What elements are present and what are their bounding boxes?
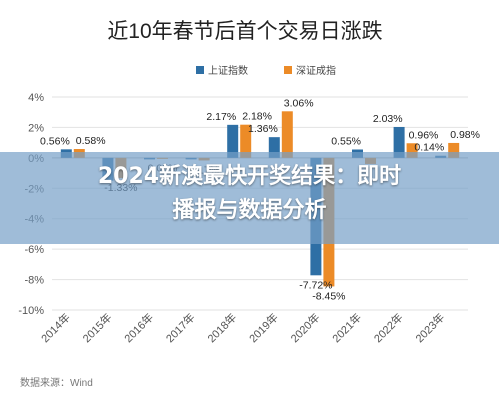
bar-shanghai xyxy=(393,126,405,158)
bar-shenzhen xyxy=(281,111,293,158)
x-tick-label: 2020年 xyxy=(288,310,323,345)
y-tick-label: 2% xyxy=(28,122,44,134)
y-tick-label: -6% xyxy=(24,244,44,256)
overlay-banner xyxy=(0,152,499,244)
data-label: 3.06% xyxy=(284,97,314,109)
bar-shenzhen xyxy=(448,142,460,158)
data-label: 0.58% xyxy=(76,135,106,147)
y-tick-label: -10% xyxy=(18,305,44,317)
data-label: 2.03% xyxy=(373,113,403,125)
data-label: 1.36% xyxy=(248,123,278,135)
y-tick-label: 4% xyxy=(28,92,44,104)
data-label: -8.45% xyxy=(312,290,345,302)
bar-shenzhen xyxy=(406,143,418,158)
banner-line-2: 播报与数据分析 xyxy=(172,198,327,223)
x-tick-label: 2023年 xyxy=(412,310,447,345)
data-label: 2.18% xyxy=(242,111,272,123)
legend-label-shanghai: 上证指数 xyxy=(208,64,248,77)
x-tick-label: 2021年 xyxy=(329,310,364,345)
source-note: 数据来源：Wind xyxy=(20,376,93,389)
data-label: 0.96% xyxy=(409,129,439,141)
chart-title: 近10年春节后首个交易日涨跌 xyxy=(107,20,382,43)
data-label: 2.17% xyxy=(206,111,236,123)
x-tick-label: 2022年 xyxy=(371,310,406,345)
data-label: 0.98% xyxy=(450,129,480,141)
x-tick-label: 2015年 xyxy=(80,310,115,345)
legend-label-shenzhen: 深证成指 xyxy=(296,64,336,77)
legend-swatch-shenzhen xyxy=(284,66,292,74)
overlay-banner-text: 2024新澳最快开奖结果：即时 播报与数据分析 xyxy=(0,160,499,228)
banner-line-1: 2024新澳最快开奖结果：即时 xyxy=(97,164,402,189)
legend-swatch-shanghai xyxy=(196,66,204,74)
chart-legend: 上证指数 深证成指 xyxy=(196,64,336,77)
bar-shenzhen xyxy=(240,124,252,158)
x-tick-label: 2017年 xyxy=(163,310,198,345)
x-tick-label: 2018年 xyxy=(204,310,239,345)
x-tick-label: 2016年 xyxy=(121,310,156,345)
data-label: 0.14% xyxy=(414,142,444,154)
data-label: 0.56% xyxy=(40,135,70,147)
x-tick-label: 2019年 xyxy=(246,310,281,345)
bar-shanghai xyxy=(227,124,239,158)
bar-shanghai xyxy=(268,137,280,158)
x-axis: 2014年 2015年 2016年 2017年 2018年 2019年 2020年 2021年… xyxy=(38,310,447,345)
y-tick-label: -8% xyxy=(24,275,44,287)
data-label: -7.72% xyxy=(299,279,332,291)
data-label: 0.55% xyxy=(331,135,361,147)
